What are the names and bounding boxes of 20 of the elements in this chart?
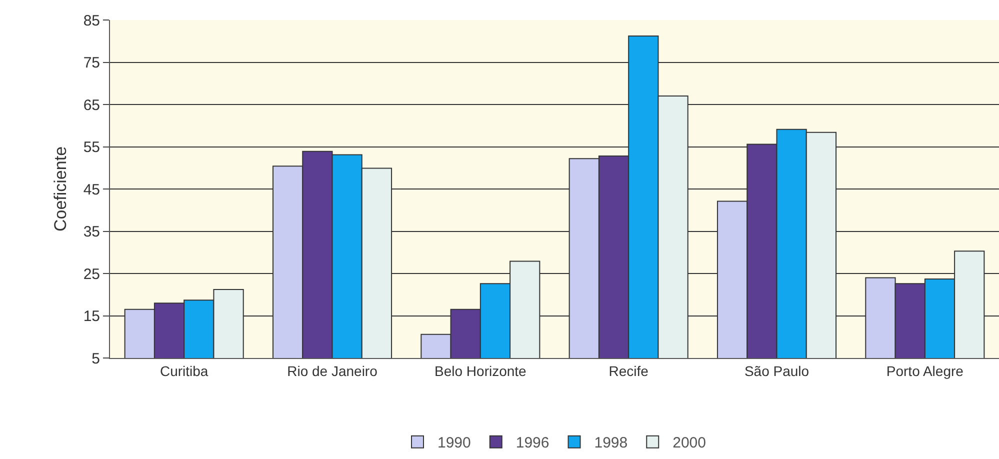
x-tick-label: Porto Alegre bbox=[886, 362, 964, 379]
y-tick-label: 75 bbox=[83, 54, 100, 72]
y-tick-label: 55 bbox=[83, 139, 100, 156]
y-tick-label: 35 bbox=[83, 224, 100, 240]
legend-label: 1990 bbox=[438, 434, 471, 452]
y-axis-title: Coeficiente bbox=[51, 146, 70, 232]
y-tick-label: 85 bbox=[83, 12, 100, 30]
y-tick-label: 45 bbox=[83, 181, 100, 198]
y-tick-label: 5 bbox=[92, 350, 100, 368]
legend-label: 1998 bbox=[594, 434, 628, 452]
x-tick-label: Curitiba bbox=[160, 362, 208, 379]
y-tick-label: 15 bbox=[83, 308, 100, 325]
y-tick-label: 25 bbox=[83, 266, 100, 283]
x-tick-label: Rio de Janeiro bbox=[287, 362, 378, 379]
legend-label: 2000 bbox=[672, 434, 706, 452]
x-tick-label: Belo Horizonte bbox=[434, 362, 527, 379]
x-tick-label: São Paulo bbox=[744, 362, 810, 379]
legend-label: 1996 bbox=[516, 434, 550, 452]
y-tick-label: 65 bbox=[83, 96, 100, 114]
x-tick-label: Recife bbox=[608, 362, 649, 379]
